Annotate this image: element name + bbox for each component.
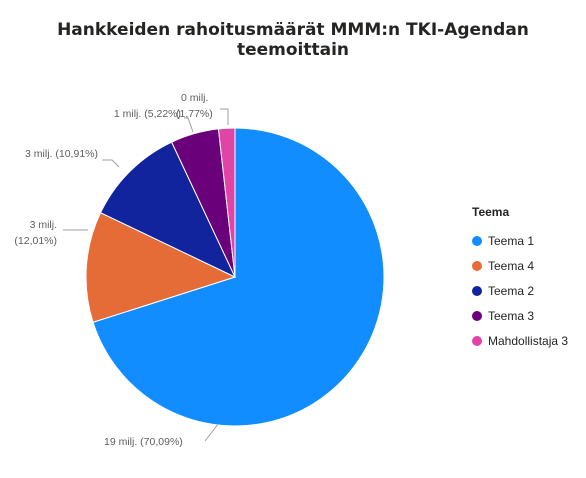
- legend-item[interactable]: Teema 2: [472, 278, 568, 303]
- chart-title: Hankkeiden rahoitusmäärät MMM:n TKI-Agen…: [57, 20, 529, 60]
- data-label: (12,01%): [14, 235, 57, 247]
- legend-marker: [472, 235, 482, 246]
- legend-marker: [472, 260, 482, 271]
- legend-item[interactable]: Mahdollistaja 3: [472, 328, 568, 353]
- pie-slice-mahdollistaja-3[interactable]: [217, 127, 236, 278]
- legend-label: Mahdollistaja 3: [488, 333, 569, 348]
- legend-title: Teema: [472, 205, 510, 219]
- legend-item[interactable]: Teema 3: [472, 303, 568, 328]
- data-label: 0 milj.: [181, 92, 208, 104]
- legend-item[interactable]: Teema 4: [472, 253, 568, 278]
- data-label: 3 milj. (10,91%): [25, 148, 98, 160]
- legend-label: Teema 3: [488, 308, 535, 323]
- legend-label: Teema 4: [488, 258, 535, 273]
- leader-line: [184, 117, 194, 133]
- legend-label: Teema 2: [488, 283, 535, 298]
- pie-slice-teema-1[interactable]: [92, 127, 385, 427]
- pie-slice-teema-2[interactable]: [99, 141, 237, 279]
- pie-slice-teema-4[interactable]: [85, 212, 237, 323]
- legend: Teema Teema 1 Teema 4 Teema 2 Teema 3 Mahdol…: [472, 205, 568, 353]
- data-label: 1 milj. (5,22%): [114, 108, 181, 120]
- legend-label: Teema 1: [488, 233, 535, 248]
- leader-line: [102, 159, 120, 168]
- legend-marker: [472, 285, 482, 296]
- data-label: (1,77%): [176, 108, 213, 120]
- legend-marker: [472, 335, 482, 346]
- legend-marker: [472, 310, 482, 321]
- data-label: 3 milj.: [30, 219, 57, 231]
- legend-item[interactable]: Teema 1: [472, 228, 568, 253]
- leader-line: [204, 423, 219, 442]
- leader-line: [220, 108, 229, 125]
- data-label: 19 milj. (70,09%): [104, 436, 183, 448]
